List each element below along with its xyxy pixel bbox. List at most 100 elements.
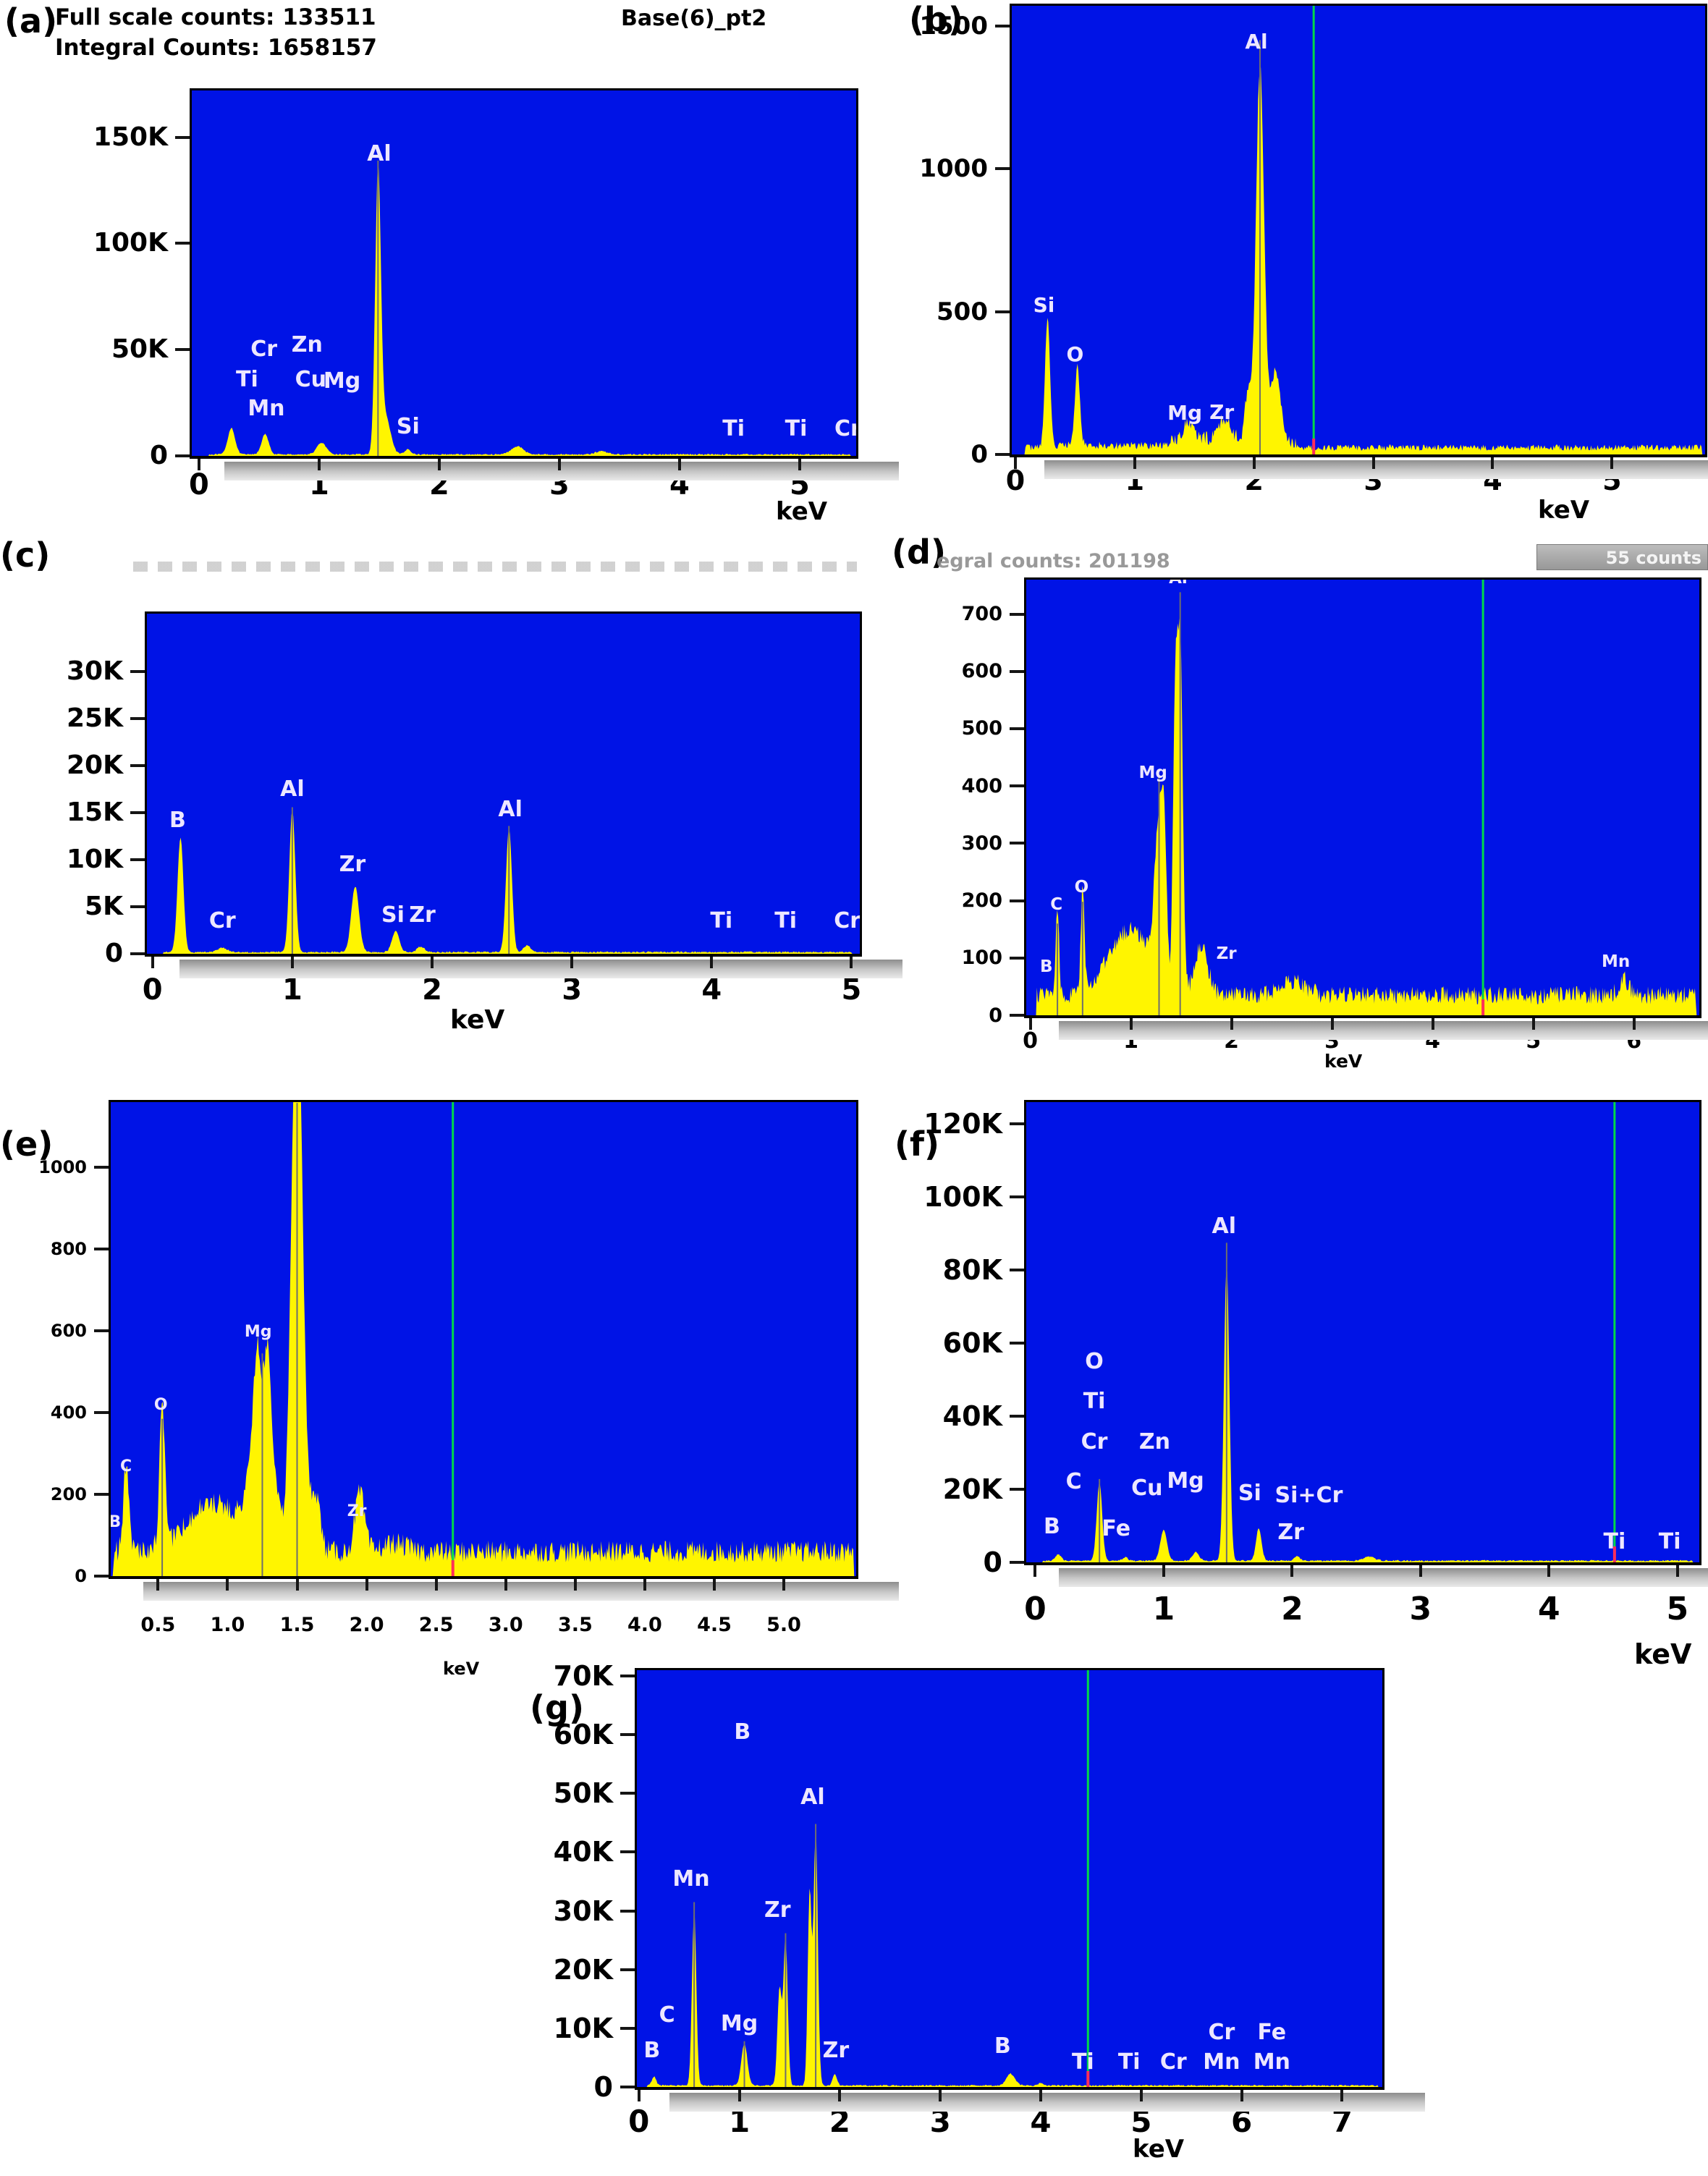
- panel-g-letter: (g): [530, 1688, 584, 1727]
- x-tick-mark: [1491, 457, 1494, 469]
- element-label-ti: Ti: [1603, 1528, 1626, 1554]
- panel-d-faded-header-text: egral counts: 201198: [937, 550, 1170, 572]
- x-tick-label: 1: [1152, 1591, 1175, 1627]
- y-tick-mark: [175, 348, 190, 352]
- y-tick-mark: [1010, 612, 1024, 616]
- x-tick-mark: [643, 1579, 646, 1591]
- x-tick-label: 3.0: [488, 1614, 523, 1636]
- y-tick-label: 50K: [553, 1777, 613, 1810]
- y-tick-mark: [130, 670, 145, 674]
- y-tick-mark: [1010, 1342, 1024, 1345]
- element-label-zr: Zr: [1216, 944, 1237, 964]
- y-tick-mark: [1010, 1269, 1024, 1272]
- element-label-b: B: [643, 2038, 661, 2064]
- spectrum-curve: [637, 1670, 1382, 2087]
- y-tick-mark: [130, 952, 145, 955]
- x-tick-mark: [317, 459, 321, 470]
- x-tick-label: 5.0: [766, 1614, 801, 1636]
- y-tick-mark: [620, 1733, 635, 1737]
- element-label-ti: Ti: [1117, 2049, 1141, 2075]
- x-tick-mark: [1340, 2090, 1344, 2101]
- element-label-si: Si: [1238, 1481, 1261, 1507]
- panel-d-counts-box: 55 counts: [1536, 544, 1708, 570]
- y-tick-mark: [130, 905, 145, 909]
- element-label-mn: Mn: [1203, 2049, 1240, 2075]
- element-label-ti: Ti: [235, 367, 258, 393]
- integral-counts-text: Integral Counts: 1658157: [55, 35, 377, 61]
- y-tick-label: 1500: [919, 11, 988, 41]
- y-tick-label: 30K: [67, 656, 123, 687]
- element-label-o: O: [153, 1396, 168, 1415]
- y-tick-mark: [620, 2086, 635, 2088]
- element-label-cu: Cu: [295, 367, 327, 393]
- x-tick-mark: [1230, 1018, 1233, 1030]
- element-label-ti: Ti: [1071, 2049, 1094, 2075]
- y-tick-mark: [94, 1329, 109, 1333]
- element-label-si: Si: [381, 902, 405, 928]
- x-tick-mark: [573, 1579, 577, 1591]
- element-label-b: B: [109, 1512, 122, 1531]
- panel-g-plot-area: B C Mn Mg Zr Al Zr B B Ti Ti Cr Cr Mn Fe Mn: [635, 1668, 1384, 2090]
- x-tick-mark: [712, 1579, 716, 1591]
- element-label-o: O: [1066, 342, 1084, 366]
- x-tick-mark: [1162, 1565, 1165, 1577]
- y-tick-label: 700: [961, 603, 1002, 626]
- x-tick-mark: [1013, 457, 1017, 469]
- y-tick-mark: [94, 1248, 109, 1251]
- x-tick-mark: [504, 1579, 507, 1591]
- x-tick-label: 2: [1281, 1591, 1303, 1627]
- x-tick-mark: [1431, 1018, 1434, 1030]
- y-tick-label: 50K: [111, 334, 168, 365]
- spectrum-curve: [147, 807, 860, 954]
- x-tick-mark: [290, 957, 294, 968]
- y-tick-label: 500: [937, 297, 988, 326]
- y-tick-mark: [175, 242, 190, 245]
- y-tick-label: 0: [593, 2071, 613, 2103]
- x-tick-label: 3.5: [557, 1614, 593, 1636]
- y-tick-mark: [995, 453, 1010, 456]
- spectrum-title: Base(6)_pt2: [621, 6, 767, 31]
- x-tick-mark: [156, 1579, 160, 1591]
- y-tick-mark: [130, 764, 145, 768]
- y-tick-label: 70K: [553, 1660, 613, 1693]
- x-tick-mark: [798, 459, 801, 470]
- axis-shadow-strip: [669, 2093, 1425, 2112]
- element-label-b: B: [1040, 957, 1053, 976]
- y-tick-label: 10K: [553, 2012, 613, 2044]
- y-tick-mark: [620, 1850, 635, 1854]
- y-tick-label: 300: [961, 831, 1002, 855]
- y-tick-label: 100K: [93, 228, 168, 258]
- element-label-si: Si: [1033, 293, 1055, 318]
- element-label-mg: Mg: [1167, 401, 1203, 426]
- panel-b-plot-area: Si O Mg Zr Al: [1010, 4, 1707, 457]
- element-label-cr: Cr: [1208, 2019, 1235, 2045]
- y-tick-label: 10K: [67, 844, 123, 875]
- element-label-c: C: [1050, 895, 1063, 914]
- panel-f-letter: (f): [895, 1125, 940, 1164]
- panel-d-plot-area: B C O Mg Al Zr Mn: [1024, 577, 1701, 1018]
- y-tick-mark: [130, 811, 145, 815]
- y-tick-mark: [620, 1792, 635, 1795]
- y-tick-label: 500: [961, 717, 1002, 740]
- y-tick-label: 0: [75, 1566, 87, 1586]
- y-tick-mark: [1010, 669, 1024, 673]
- element-label-cr: Cr: [250, 336, 277, 362]
- y-tick-label: 20K: [942, 1473, 1002, 1506]
- element-label-ti: Ti: [722, 415, 745, 441]
- element-label-ti: Ti: [774, 908, 797, 934]
- y-tick-label: 150K: [93, 122, 168, 152]
- spectrum-curve: [1012, 6, 1705, 454]
- x-tick-mark: [151, 957, 154, 968]
- spectrum-curve: [1026, 580, 1699, 1015]
- y-tick-label: 200: [50, 1484, 87, 1505]
- x-tick-mark: [226, 1579, 229, 1591]
- panel-c-letter: (c): [0, 535, 51, 575]
- panel-c-x-axis-label: keV: [450, 1005, 505, 1035]
- y-tick-label: 400: [961, 774, 1002, 797]
- x-tick-label: 2.0: [349, 1614, 384, 1636]
- element-label-zn: Zn: [1138, 1428, 1171, 1455]
- x-tick-label: 4: [1538, 1591, 1560, 1627]
- y-tick-mark: [1010, 1014, 1024, 1017]
